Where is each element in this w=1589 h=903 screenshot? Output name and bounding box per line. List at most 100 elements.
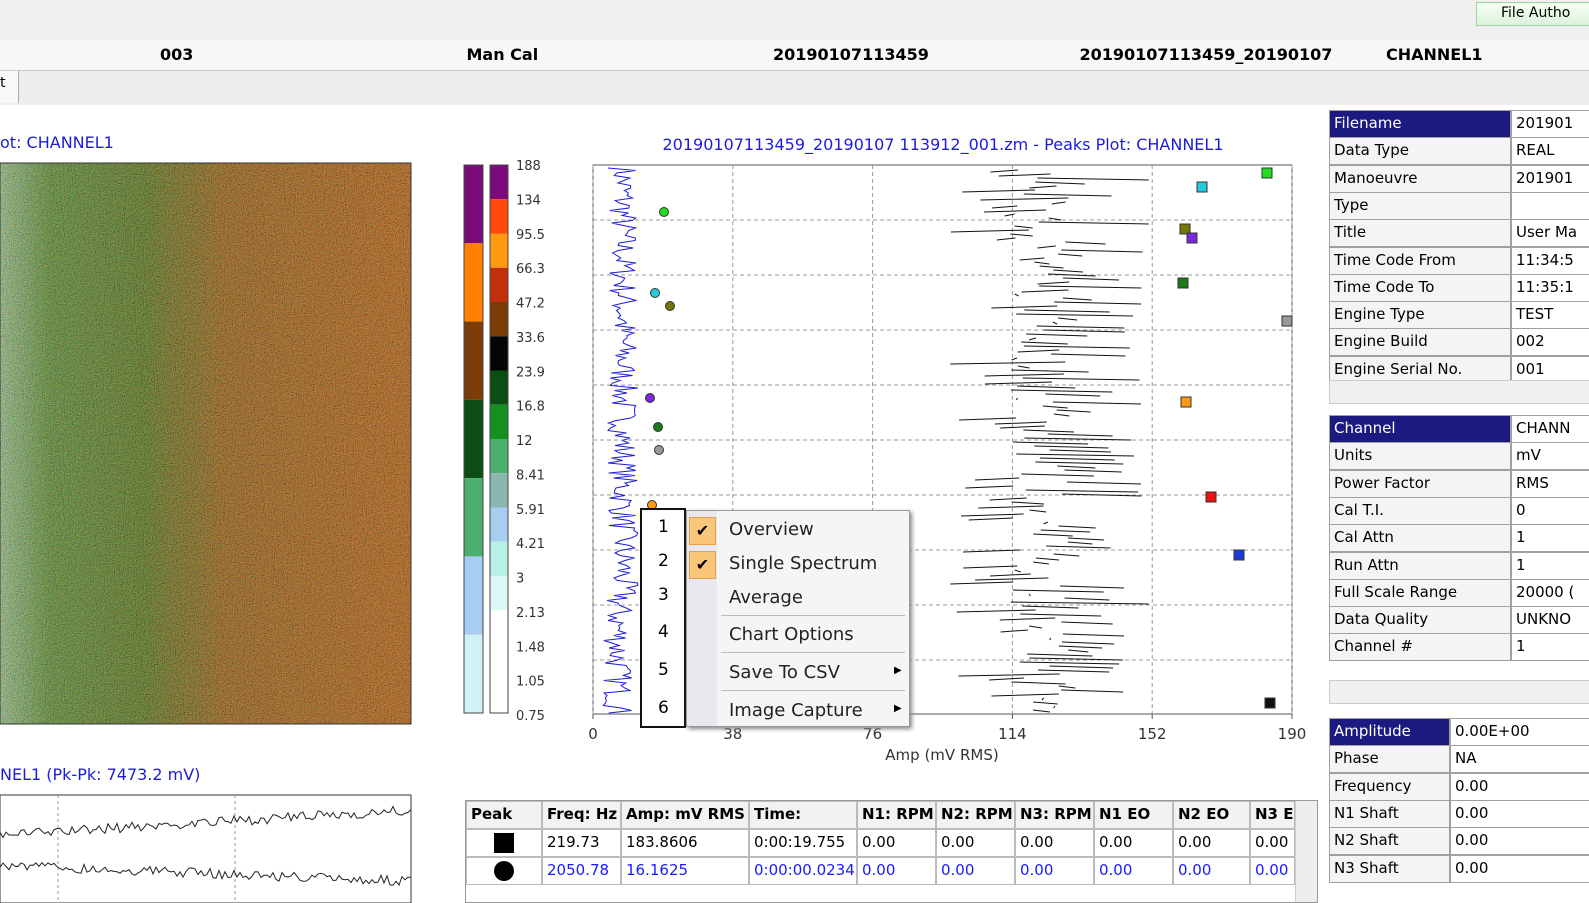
colorbar-frame <box>489 164 509 714</box>
property-label: Cal T.I. <box>1329 496 1511 525</box>
peak-dot <box>645 393 655 403</box>
property-value: 0.00 <box>1450 799 1589 828</box>
colorbar-fine <box>490 233 508 268</box>
menu-item[interactable]: Save To CSV <box>729 662 840 683</box>
menu-item[interactable]: Chart Options <box>729 624 854 645</box>
table-cell: 0.00 <box>1250 857 1295 885</box>
colorbar-label: 23.9 <box>516 365 545 380</box>
table-cell: 0.00 <box>1015 829 1094 857</box>
table-cell: 0.00 <box>1094 829 1173 857</box>
property-value: 11:35:1 <box>1511 273 1589 302</box>
x-tick-label: 152 <box>1138 725 1167 743</box>
table-cell: 0:00:00.0234 <box>749 857 857 885</box>
property-label: Full Scale Range <box>1329 578 1511 607</box>
peak-marker <box>1281 315 1293 327</box>
property-value: 0.00 <box>1450 854 1589 883</box>
property-value: 1 <box>1511 633 1589 662</box>
property-label: Title <box>1329 219 1511 248</box>
property-value: CHANN <box>1511 415 1589 443</box>
peak-marker <box>1177 277 1189 289</box>
column-header: Amp: mV RMS <box>621 801 749 829</box>
colorbar-fine <box>490 404 508 439</box>
property-label: Time Code To <box>1329 273 1511 302</box>
peak-symbol <box>494 861 514 881</box>
property-value: 1 <box>1511 524 1589 553</box>
property-label: Data Type <box>1329 137 1511 166</box>
property-label: Type <box>1329 191 1511 220</box>
table-cell: 183.8606 <box>621 829 749 857</box>
colorbar-fine <box>490 439 508 474</box>
menu-number: 6 <box>658 698 669 718</box>
property-value: 0.00 <box>1450 772 1589 801</box>
property-label: Frequency <box>1329 772 1450 801</box>
property-value: 0.00 <box>1450 827 1589 856</box>
peak-dot <box>659 207 669 217</box>
peak-marker <box>1180 396 1192 408</box>
property-value: 002 <box>1511 328 1589 357</box>
property-label: N3 Shaft <box>1329 854 1450 883</box>
menu-item[interactable]: Average <box>729 587 803 608</box>
horizontal-scrollbar[interactable] <box>1329 380 1589 404</box>
menu-number: 1 <box>658 517 669 537</box>
menu-separator <box>721 652 905 653</box>
peak-marker <box>1233 549 1245 561</box>
colorbar-label: 12 <box>516 434 533 449</box>
property-label: Channel <box>1329 415 1511 443</box>
header-cell: 20190107113459 <box>773 45 929 64</box>
colorbar-coarse <box>464 634 483 713</box>
colorbar-label: 134 <box>516 193 541 208</box>
file-author-button[interactable]: File Autho <box>1476 2 1589 26</box>
colorbar-fine <box>490 336 508 371</box>
table-cell: 0.00 <box>857 829 936 857</box>
table-cell: 0.00 <box>936 829 1015 857</box>
property-label: Run Attn <box>1329 551 1511 580</box>
tab[interactable]: t <box>0 71 19 103</box>
menu-number: 4 <box>658 622 669 642</box>
colorbar-label: 1.48 <box>516 640 545 655</box>
column-header: Time: <box>749 801 857 829</box>
property-value: NA <box>1450 745 1589 774</box>
colorbar-fine <box>490 610 508 645</box>
colorbar-label: 188 <box>516 159 541 174</box>
property-label: Manoeuvre <box>1329 164 1511 193</box>
colorbar-coarse <box>464 556 483 635</box>
peak-dot <box>650 288 660 298</box>
colorbar-label: 66.3 <box>516 262 545 277</box>
check-box: ✔ <box>689 517 716 545</box>
x-tick-label: 38 <box>723 725 742 743</box>
column-header: N2: RPM <box>936 801 1015 829</box>
table-cell: 0.00 <box>1173 857 1250 885</box>
peak-symbol-cell <box>466 857 542 885</box>
horizontal-scrollbar[interactable] <box>1329 680 1589 704</box>
table-cell: 0:00:19.755 <box>749 829 857 857</box>
number-column: 1 2 3 4 5 6 <box>640 508 686 728</box>
column-header: N3: RPM <box>1015 801 1094 829</box>
bottom-plot-title: NEL1 (Pk-Pk: 7473.2 mV) <box>0 765 201 784</box>
property-value: 201901 <box>1511 110 1589 138</box>
peak-marker <box>1261 167 1273 179</box>
property-label: Units <box>1329 442 1511 471</box>
menu-item[interactable]: Image Capture <box>729 700 863 721</box>
amplitude-trace <box>602 167 639 714</box>
scrollbar[interactable] <box>1295 801 1317 902</box>
menu-number: 5 <box>658 660 669 680</box>
menu-item[interactable]: Single Spectrum <box>729 553 878 574</box>
peak-marker <box>1264 697 1276 709</box>
colorbar-fine <box>490 199 508 234</box>
menu-item[interactable]: Overview <box>729 519 814 540</box>
property-value: 0.00E+00 <box>1450 718 1589 746</box>
peak-dot <box>665 301 675 311</box>
table-cell: 0.00 <box>1250 829 1295 857</box>
property-label: Engine Build <box>1329 328 1511 357</box>
column-header: N3 EO <box>1250 801 1295 829</box>
column-header: Peak <box>466 801 542 829</box>
colorbar-coarse <box>464 399 483 479</box>
colorbar-fine <box>490 644 508 679</box>
property-value: TEST <box>1511 301 1589 330</box>
colorbar-fine <box>490 507 508 542</box>
spectrogram <box>0 162 412 725</box>
menu-gutter <box>687 511 717 726</box>
property-value: User Ma <box>1511 219 1589 248</box>
